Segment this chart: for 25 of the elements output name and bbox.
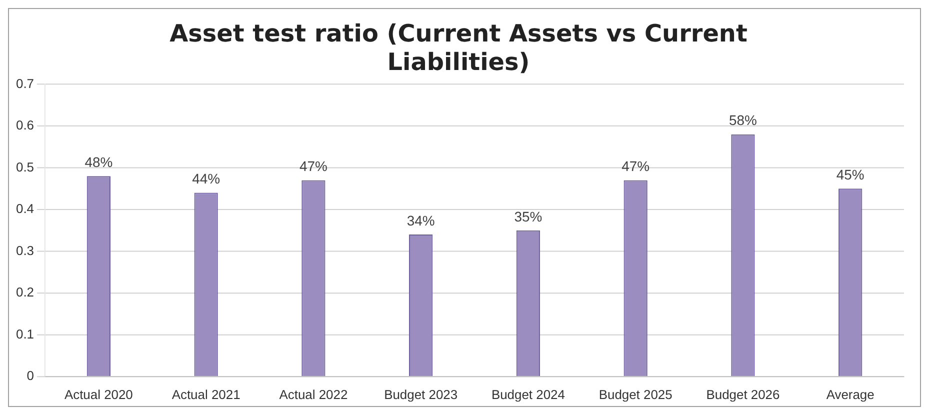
data-label: 58% bbox=[728, 112, 757, 128]
data-label: 35% bbox=[514, 208, 542, 224]
y-tick-label: 0.3 bbox=[16, 242, 34, 258]
y-tick-label: 0.2 bbox=[16, 284, 34, 300]
x-tick-label: Actual 2022 bbox=[279, 386, 348, 402]
y-tick-label: 0.6 bbox=[16, 118, 34, 133]
data-label: 44% bbox=[192, 170, 220, 187]
data-label: 45% bbox=[836, 166, 864, 183]
y-tick-label: 0.4 bbox=[16, 201, 34, 216]
x-tick-label: Budget 2024 bbox=[491, 386, 565, 402]
x-tick-label: Budget 2025 bbox=[598, 386, 672, 402]
data-label: 34% bbox=[406, 212, 435, 228]
y-tick-label: 0.5 bbox=[16, 159, 34, 174]
x-tick-label: Actual 2020 bbox=[64, 386, 133, 402]
data-label: 47% bbox=[622, 158, 650, 174]
y-tick-label: 0.1 bbox=[16, 326, 34, 342]
data-label: 47% bbox=[299, 158, 328, 174]
y-tick-label: 0.7 bbox=[16, 76, 34, 91]
x-tick-label: Budget 2026 bbox=[706, 386, 780, 402]
chart-title: Asset test ratio (Current Assets vs Current Liabilities) bbox=[170, 20, 748, 76]
x-tick-label: Average bbox=[826, 386, 874, 402]
data-label: 48% bbox=[84, 154, 113, 170]
x-tick-label: Budget 2023 bbox=[384, 386, 458, 402]
x-tick-label: Actual 2021 bbox=[172, 386, 240, 402]
y-tick-label: 0 bbox=[26, 368, 34, 384]
